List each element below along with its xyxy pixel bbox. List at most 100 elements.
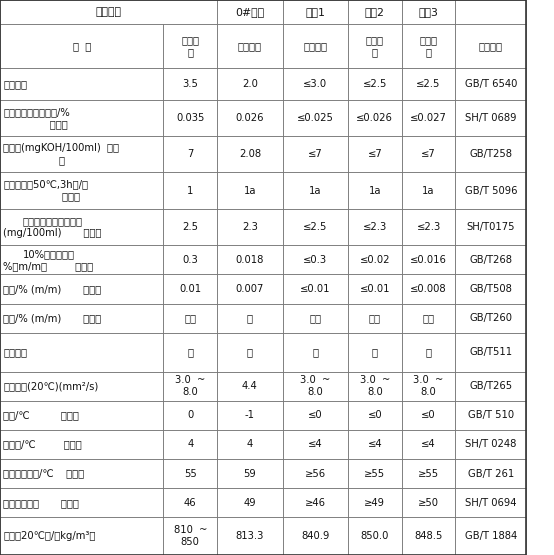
Text: ≤4: ≤4: [367, 440, 382, 450]
Text: ≥56: ≥56: [305, 468, 326, 478]
Text: 4: 4: [187, 440, 193, 450]
Text: 色度，号: 色度，号: [3, 79, 27, 89]
Text: ≥50: ≥50: [418, 498, 439, 508]
Bar: [0, 24, 163, 68]
Text: GB/T 261: GB/T 261: [468, 468, 514, 478]
Bar: [283, 430, 348, 459]
Text: 2.5: 2.5: [182, 222, 198, 232]
Bar: [348, 0, 402, 24]
Text: 质量指
标: 质量指 标: [181, 35, 199, 57]
Text: 0.007: 0.007: [235, 284, 264, 294]
Text: ≤0.026: ≤0.026: [356, 113, 393, 123]
Bar: [217, 401, 283, 430]
Text: 试验方法: 试验方法: [479, 41, 503, 51]
Text: 实例3: 实例3: [419, 7, 438, 17]
Bar: [283, 401, 348, 430]
Bar: [163, 275, 217, 304]
Bar: [0, 99, 163, 136]
Text: ≤4: ≤4: [421, 440, 436, 450]
Text: 813.3: 813.3: [235, 531, 264, 541]
Bar: [283, 275, 348, 304]
Text: 2.3: 2.3: [242, 222, 258, 232]
Bar: [217, 24, 283, 68]
Text: 无: 无: [425, 347, 432, 357]
Text: 2.0: 2.0: [242, 79, 258, 89]
Text: 0.3: 0.3: [182, 255, 198, 265]
Bar: [163, 173, 217, 209]
Bar: [348, 99, 402, 136]
Bar: [0, 517, 163, 555]
Bar: [402, 459, 455, 488]
Bar: [163, 245, 217, 275]
Text: ≤0.016: ≤0.016: [410, 255, 447, 265]
Text: 46: 46: [184, 498, 197, 508]
Bar: [348, 136, 402, 173]
Text: 0.026: 0.026: [235, 113, 264, 123]
Bar: [455, 430, 526, 459]
Text: 850.0: 850.0: [361, 531, 389, 541]
Bar: [348, 304, 402, 333]
Text: 0.035: 0.035: [176, 113, 204, 123]
Bar: [283, 209, 348, 245]
Bar: [217, 333, 283, 372]
Text: 4: 4: [247, 440, 253, 450]
Text: 机械杂质: 机械杂质: [3, 347, 27, 357]
Bar: [402, 304, 455, 333]
Text: 实际质量: 实际质量: [238, 41, 262, 51]
Bar: [402, 173, 455, 209]
Text: 无: 无: [247, 347, 253, 357]
Bar: [217, 136, 283, 173]
Bar: [455, 173, 526, 209]
Bar: [348, 173, 402, 209]
Text: ≥55: ≥55: [364, 468, 386, 478]
Bar: [402, 0, 455, 24]
Text: 冷滤点/℃         不高于: 冷滤点/℃ 不高于: [3, 440, 82, 450]
Bar: [283, 517, 348, 555]
Text: ≤0.3: ≤0.3: [303, 255, 327, 265]
Bar: [0, 304, 163, 333]
Text: ≤2.3: ≤2.3: [417, 222, 440, 232]
Text: 闪点（闭口）/℃    不低于: 闪点（闭口）/℃ 不低于: [3, 468, 84, 478]
Text: 无: 无: [372, 347, 378, 357]
Text: 实例1: 实例1: [305, 7, 325, 17]
Bar: [283, 333, 348, 372]
Bar: [283, 488, 348, 517]
Bar: [455, 401, 526, 430]
Bar: [348, 372, 402, 401]
Text: 样品名称: 样品名称: [96, 7, 121, 17]
Text: ≥46: ≥46: [305, 498, 326, 508]
Text: 2.08: 2.08: [239, 149, 261, 159]
Bar: [283, 24, 348, 68]
Text: 1a: 1a: [309, 186, 321, 196]
Text: 氧化安定性、总不溶物
(mg/100ml)       不大于: 氧化安定性、总不溶物 (mg/100ml) 不大于: [3, 216, 102, 238]
Text: 实测: 实测: [369, 313, 381, 323]
Bar: [283, 0, 348, 24]
Bar: [217, 245, 283, 275]
Text: 实际质量: 实际质量: [303, 41, 327, 51]
Text: GB/T 510: GB/T 510: [468, 410, 514, 420]
Text: 59: 59: [243, 468, 257, 478]
Bar: [348, 488, 402, 517]
Text: 1: 1: [187, 186, 193, 196]
Bar: [402, 24, 455, 68]
Text: 55: 55: [184, 468, 197, 478]
Text: 3.0  ~
8.0: 3.0 ~ 8.0: [413, 375, 444, 397]
Bar: [217, 0, 283, 24]
Text: ≤0: ≤0: [308, 410, 322, 420]
Text: -1: -1: [245, 410, 255, 420]
Bar: [348, 430, 402, 459]
Bar: [0, 245, 163, 275]
Text: 实际质
量: 实际质 量: [366, 35, 384, 57]
Bar: [348, 245, 402, 275]
Bar: [163, 459, 217, 488]
Text: 1a: 1a: [244, 186, 256, 196]
Bar: [283, 372, 348, 401]
Text: 0#柴油: 0#柴油: [235, 7, 264, 17]
Bar: [455, 372, 526, 401]
Text: 硫含量（质量分数）/%
              不大于: 硫含量（质量分数）/% 不大于: [3, 107, 70, 129]
Bar: [455, 333, 526, 372]
Text: 实测: 实测: [423, 313, 434, 323]
Text: GB/T 1884: GB/T 1884: [465, 531, 517, 541]
Text: 水份/% (m/m)       不大于: 水份/% (m/m) 不大于: [3, 313, 101, 323]
Bar: [217, 430, 283, 459]
